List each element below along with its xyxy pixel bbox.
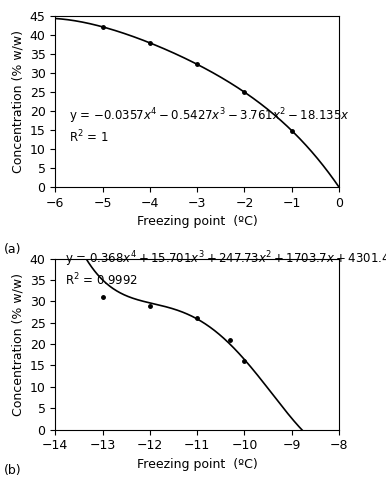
- Text: y = $-0.0357x^4 - 0.5427x^3 - 3.761x^2 - 18.135x$
R$^2$ = 1: y = $-0.0357x^4 - 0.5427x^3 - 3.761x^2 -…: [69, 107, 350, 145]
- X-axis label: Freezing point  (ºC): Freezing point (ºC): [137, 215, 257, 228]
- Text: y = $0.368x^4 + 15.701x^3 + 247.73x^2 + 1703.7x + 4301.4$
R$^2$ = 0.9992: y = $0.368x^4 + 15.701x^3 + 247.73x^2 + …: [65, 250, 386, 289]
- Y-axis label: Concentration (% w/w): Concentration (% w/w): [11, 30, 24, 173]
- Text: (b): (b): [4, 464, 22, 477]
- Text: (a): (a): [4, 243, 21, 256]
- Y-axis label: Concentration (% w/w): Concentration (% w/w): [11, 273, 24, 415]
- X-axis label: Freezing point  (ºC): Freezing point (ºC): [137, 458, 257, 471]
